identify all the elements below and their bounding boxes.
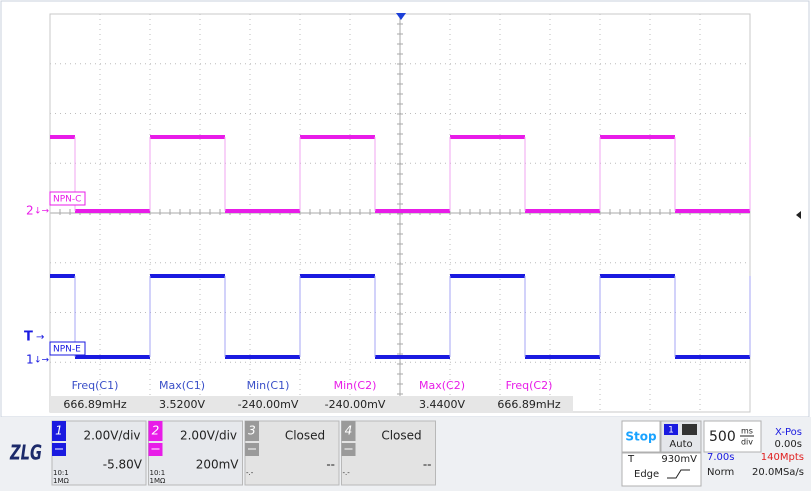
- channel-badge: [341, 421, 356, 441]
- logo: ZLG: [9, 441, 42, 465]
- trace-label: NPN-C: [53, 195, 81, 205]
- trigger-source: 1: [668, 426, 674, 436]
- channel-offset: -5.80V: [103, 458, 143, 472]
- timebase-unit-bottom: div: [741, 438, 753, 447]
- measurement-value: -240.00mV: [238, 398, 299, 411]
- xpos: 0.00s: [775, 439, 802, 450]
- probe: 10:1: [53, 469, 69, 477]
- channel-scale: 2.00V/div: [83, 429, 140, 443]
- channel-panel[interactable]: [244, 420, 340, 486]
- measurement-value: -240.00mV: [325, 398, 386, 411]
- trace-label-box: [49, 191, 86, 206]
- trigger-coupling-icon: [682, 424, 697, 435]
- trace-label-box: [49, 341, 86, 356]
- ch2-marker: 2: [26, 204, 34, 218]
- channel-number: 4: [345, 424, 353, 438]
- waveform-ch1-edges: [74, 276, 751, 357]
- channel-panel[interactable]: [51, 420, 147, 486]
- channel-offset: 200mV: [196, 458, 240, 472]
- probe: -.-: [343, 469, 351, 477]
- channel-badge: [148, 421, 163, 441]
- channel-scale: Closed: [285, 429, 325, 443]
- measurement-label: Freq(C1): [72, 379, 119, 392]
- run-stop[interactable]: [621, 420, 661, 453]
- xpos-label: X-Pos: [775, 427, 802, 438]
- measurement-label: Freq(C2): [506, 379, 553, 392]
- ch2-marker-arrow: ↓→: [34, 207, 50, 217]
- timebase-scale: 500: [709, 429, 736, 445]
- side-menu-arrow[interactable]: [796, 211, 801, 219]
- measurement-value: 3.4400V: [419, 398, 465, 411]
- waveform-ch2-edges: [74, 137, 751, 211]
- sample-rate: 20.0MSa/s: [752, 467, 804, 478]
- channel-badge: [52, 421, 66, 441]
- channel-badge: [245, 421, 259, 441]
- trigger-mode: Auto: [669, 439, 692, 450]
- ch1-marker-arrow: ↓→: [34, 356, 50, 366]
- trigger-source-box: [664, 424, 678, 435]
- acquisition-mode: Norm: [707, 467, 734, 478]
- waveform-ch1: [50, 274, 750, 359]
- channel-panel[interactable]: [341, 420, 436, 486]
- measurement-value: 666.89mHz: [497, 398, 560, 411]
- trace-label: NPN-E: [53, 345, 81, 355]
- channel-number: 2: [152, 424, 160, 438]
- impedance: 1MΩ: [150, 477, 166, 485]
- measurement-value: 666.89mHz: [63, 398, 126, 411]
- measurement-label: Max(C1): [159, 379, 205, 392]
- channel-number: 1: [55, 424, 63, 438]
- trigger-level-label: T: [627, 454, 635, 465]
- ch1-marker: 1: [26, 353, 34, 367]
- channel-scale: 2.00V/div: [180, 429, 237, 443]
- trigger-position: [396, 13, 406, 20]
- trigger-type: Edge: [634, 469, 659, 480]
- trigger-level: 930mV: [661, 454, 697, 465]
- run-status: Stop: [625, 430, 657, 444]
- channel-scale: Closed: [381, 429, 421, 443]
- memory-depth: 140Mpts: [761, 452, 804, 463]
- trigger-marker: T: [24, 330, 33, 345]
- probe: 10:1: [150, 469, 166, 477]
- waveform-ch2: [50, 135, 750, 213]
- channel-offset: --: [423, 458, 432, 472]
- channel-number: 3: [248, 424, 256, 438]
- delay: 7.00s: [707, 452, 734, 463]
- trigger-marker-arrow: →: [36, 332, 44, 343]
- measurement-label: Min(C1): [247, 379, 290, 392]
- measurement-label: Max(C2): [419, 379, 465, 392]
- measurement-label: Min(C2): [334, 379, 377, 392]
- channel-panel[interactable]: [148, 420, 243, 486]
- channel-offset: --: [326, 458, 335, 472]
- edge-icon: [667, 469, 690, 479]
- measurement-value: 3.5200V: [159, 398, 205, 411]
- measurement-bar: [50, 396, 573, 413]
- probe: -.-: [246, 469, 254, 477]
- impedance: 1MΩ: [53, 477, 69, 485]
- timebase-unit-top: ms: [741, 427, 753, 436]
- measurements: Freq(C1) 666.89mHz Max(C1) 3.5200V Min(C1) -2…: [63, 379, 560, 411]
